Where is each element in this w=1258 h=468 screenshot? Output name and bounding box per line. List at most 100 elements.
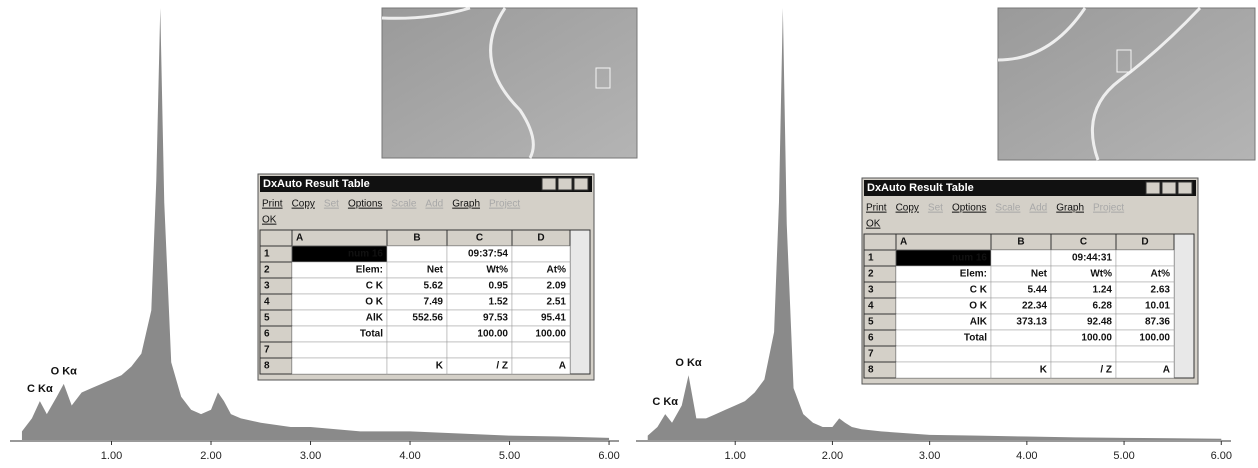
x-tick-label: 2.00 bbox=[822, 450, 843, 462]
menu-item[interactable]: Print bbox=[866, 203, 887, 214]
cell bbox=[990, 345, 1052, 363]
x-tick-label: 4.00 bbox=[1016, 450, 1037, 462]
cell bbox=[990, 329, 1052, 347]
x-tick-label: 1.00 bbox=[725, 450, 746, 462]
cell bbox=[511, 245, 571, 263]
cell bbox=[895, 361, 992, 379]
column-header: D bbox=[537, 233, 544, 244]
menu-item[interactable]: Options bbox=[952, 203, 986, 214]
window-button bbox=[573, 177, 589, 191]
cell-text: 10.01 bbox=[1145, 301, 1170, 312]
row-number: 4 bbox=[868, 301, 874, 312]
header-cell bbox=[863, 233, 897, 251]
cell-text: Wt% bbox=[486, 265, 508, 276]
spectrum: 1.00 2.00 3.00 4.00 5.00 6.00 C Kα O Kα bbox=[10, 8, 620, 462]
menu-item[interactable]: Copy bbox=[896, 203, 919, 214]
cell-text: Total bbox=[964, 333, 987, 344]
cell-text: 7.49 bbox=[424, 297, 444, 308]
cell-text: 0.95 bbox=[489, 281, 509, 292]
window-button bbox=[1145, 181, 1161, 195]
cell-text: Wt% bbox=[1090, 269, 1112, 280]
window-button bbox=[1177, 181, 1193, 195]
title-bar bbox=[864, 180, 1196, 196]
row-number: 3 bbox=[868, 285, 874, 296]
cell bbox=[386, 245, 448, 263]
row-number: 3 bbox=[264, 281, 270, 292]
row-number: 4 bbox=[264, 297, 270, 308]
cell-text: Net bbox=[427, 265, 444, 276]
row-number: 2 bbox=[868, 269, 874, 280]
title-bar bbox=[260, 176, 592, 192]
cell-text: 100.00 bbox=[477, 329, 508, 340]
menu-item[interactable]: Copy bbox=[292, 199, 315, 210]
cell-text: AlK bbox=[970, 317, 988, 328]
cell-text: num 16 bbox=[348, 249, 383, 260]
cell-text: Elem: bbox=[356, 265, 383, 276]
cell bbox=[446, 341, 513, 359]
menu-item: Project bbox=[1093, 203, 1124, 214]
x-tick-label: 6.00 bbox=[598, 450, 619, 462]
menu-item[interactable]: OK bbox=[866, 219, 881, 230]
column-header: C bbox=[1080, 237, 1087, 248]
x-tick-label: 5.00 bbox=[499, 450, 520, 462]
window-title: DxAuto Result Table bbox=[867, 182, 974, 194]
window-button bbox=[1161, 181, 1177, 195]
row-number: 5 bbox=[868, 317, 874, 328]
peak-label: C Kα bbox=[652, 396, 678, 408]
cell-text: 552.56 bbox=[412, 313, 443, 324]
cell-text: K bbox=[1040, 365, 1048, 376]
window-button bbox=[541, 177, 557, 191]
column-header: B bbox=[413, 233, 420, 244]
row-number: 8 bbox=[264, 361, 270, 372]
menu-item: Project bbox=[489, 199, 520, 210]
cell-text: 97.53 bbox=[483, 313, 508, 324]
x-tick-label: 6.00 bbox=[1211, 450, 1232, 462]
cell-text: At% bbox=[1151, 269, 1171, 280]
spectrum-area bbox=[647, 8, 1222, 440]
row-number: 6 bbox=[868, 333, 874, 344]
cell-text: 373.13 bbox=[1016, 317, 1047, 328]
cell-text: 6.28 bbox=[1093, 301, 1113, 312]
x-tick-label: 5.00 bbox=[1113, 450, 1134, 462]
row-number: 2 bbox=[264, 265, 270, 276]
menu-item[interactable]: Print bbox=[262, 199, 283, 210]
menu-item: Add bbox=[425, 199, 443, 210]
menu-item[interactable]: OK bbox=[262, 215, 277, 226]
cell bbox=[386, 341, 448, 359]
cell bbox=[990, 249, 1052, 267]
cell-text: 1.24 bbox=[1093, 285, 1113, 296]
window-title: DxAuto Result Table bbox=[263, 178, 370, 190]
row-number: 7 bbox=[868, 349, 874, 360]
cell-text: 100.00 bbox=[535, 329, 566, 340]
menu-item[interactable]: Graph bbox=[1056, 203, 1084, 214]
menu-item: Scale bbox=[995, 203, 1020, 214]
cell-text: / Z bbox=[496, 361, 508, 372]
cell bbox=[1115, 345, 1175, 363]
peak-label: C Kα bbox=[27, 383, 53, 395]
row-number: 6 bbox=[264, 329, 270, 340]
cell-text: 09:44:31 bbox=[1072, 253, 1112, 264]
menu-item: Scale bbox=[391, 199, 416, 210]
row-number: 1 bbox=[264, 249, 270, 260]
cell-text: AlK bbox=[366, 313, 384, 324]
menu-item: Set bbox=[324, 199, 339, 210]
cell bbox=[291, 357, 388, 375]
menu-item: Add bbox=[1029, 203, 1047, 214]
row-number: 7 bbox=[264, 345, 270, 356]
cell-text: O K bbox=[365, 297, 384, 308]
cell-text: Elem: bbox=[960, 269, 987, 280]
result-window: DxAuto Result Table Print Copy Set Options Sc… bbox=[257, 173, 595, 381]
cell-text: At% bbox=[547, 265, 567, 276]
cell-text: 87.36 bbox=[1145, 317, 1170, 328]
cell-text: 2.63 bbox=[1151, 285, 1171, 296]
cell-text: 92.48 bbox=[1087, 317, 1112, 328]
row-number: 1 bbox=[868, 253, 874, 264]
menu-item[interactable]: Graph bbox=[452, 199, 480, 210]
cell-text: 1.52 bbox=[489, 297, 509, 308]
cell-text: 22.34 bbox=[1022, 301, 1047, 312]
scrollbar bbox=[1173, 233, 1195, 379]
header-cell bbox=[259, 229, 293, 247]
menu-item[interactable]: Options bbox=[348, 199, 382, 210]
cell bbox=[895, 345, 992, 363]
x-tick-label: 2.00 bbox=[200, 450, 221, 462]
